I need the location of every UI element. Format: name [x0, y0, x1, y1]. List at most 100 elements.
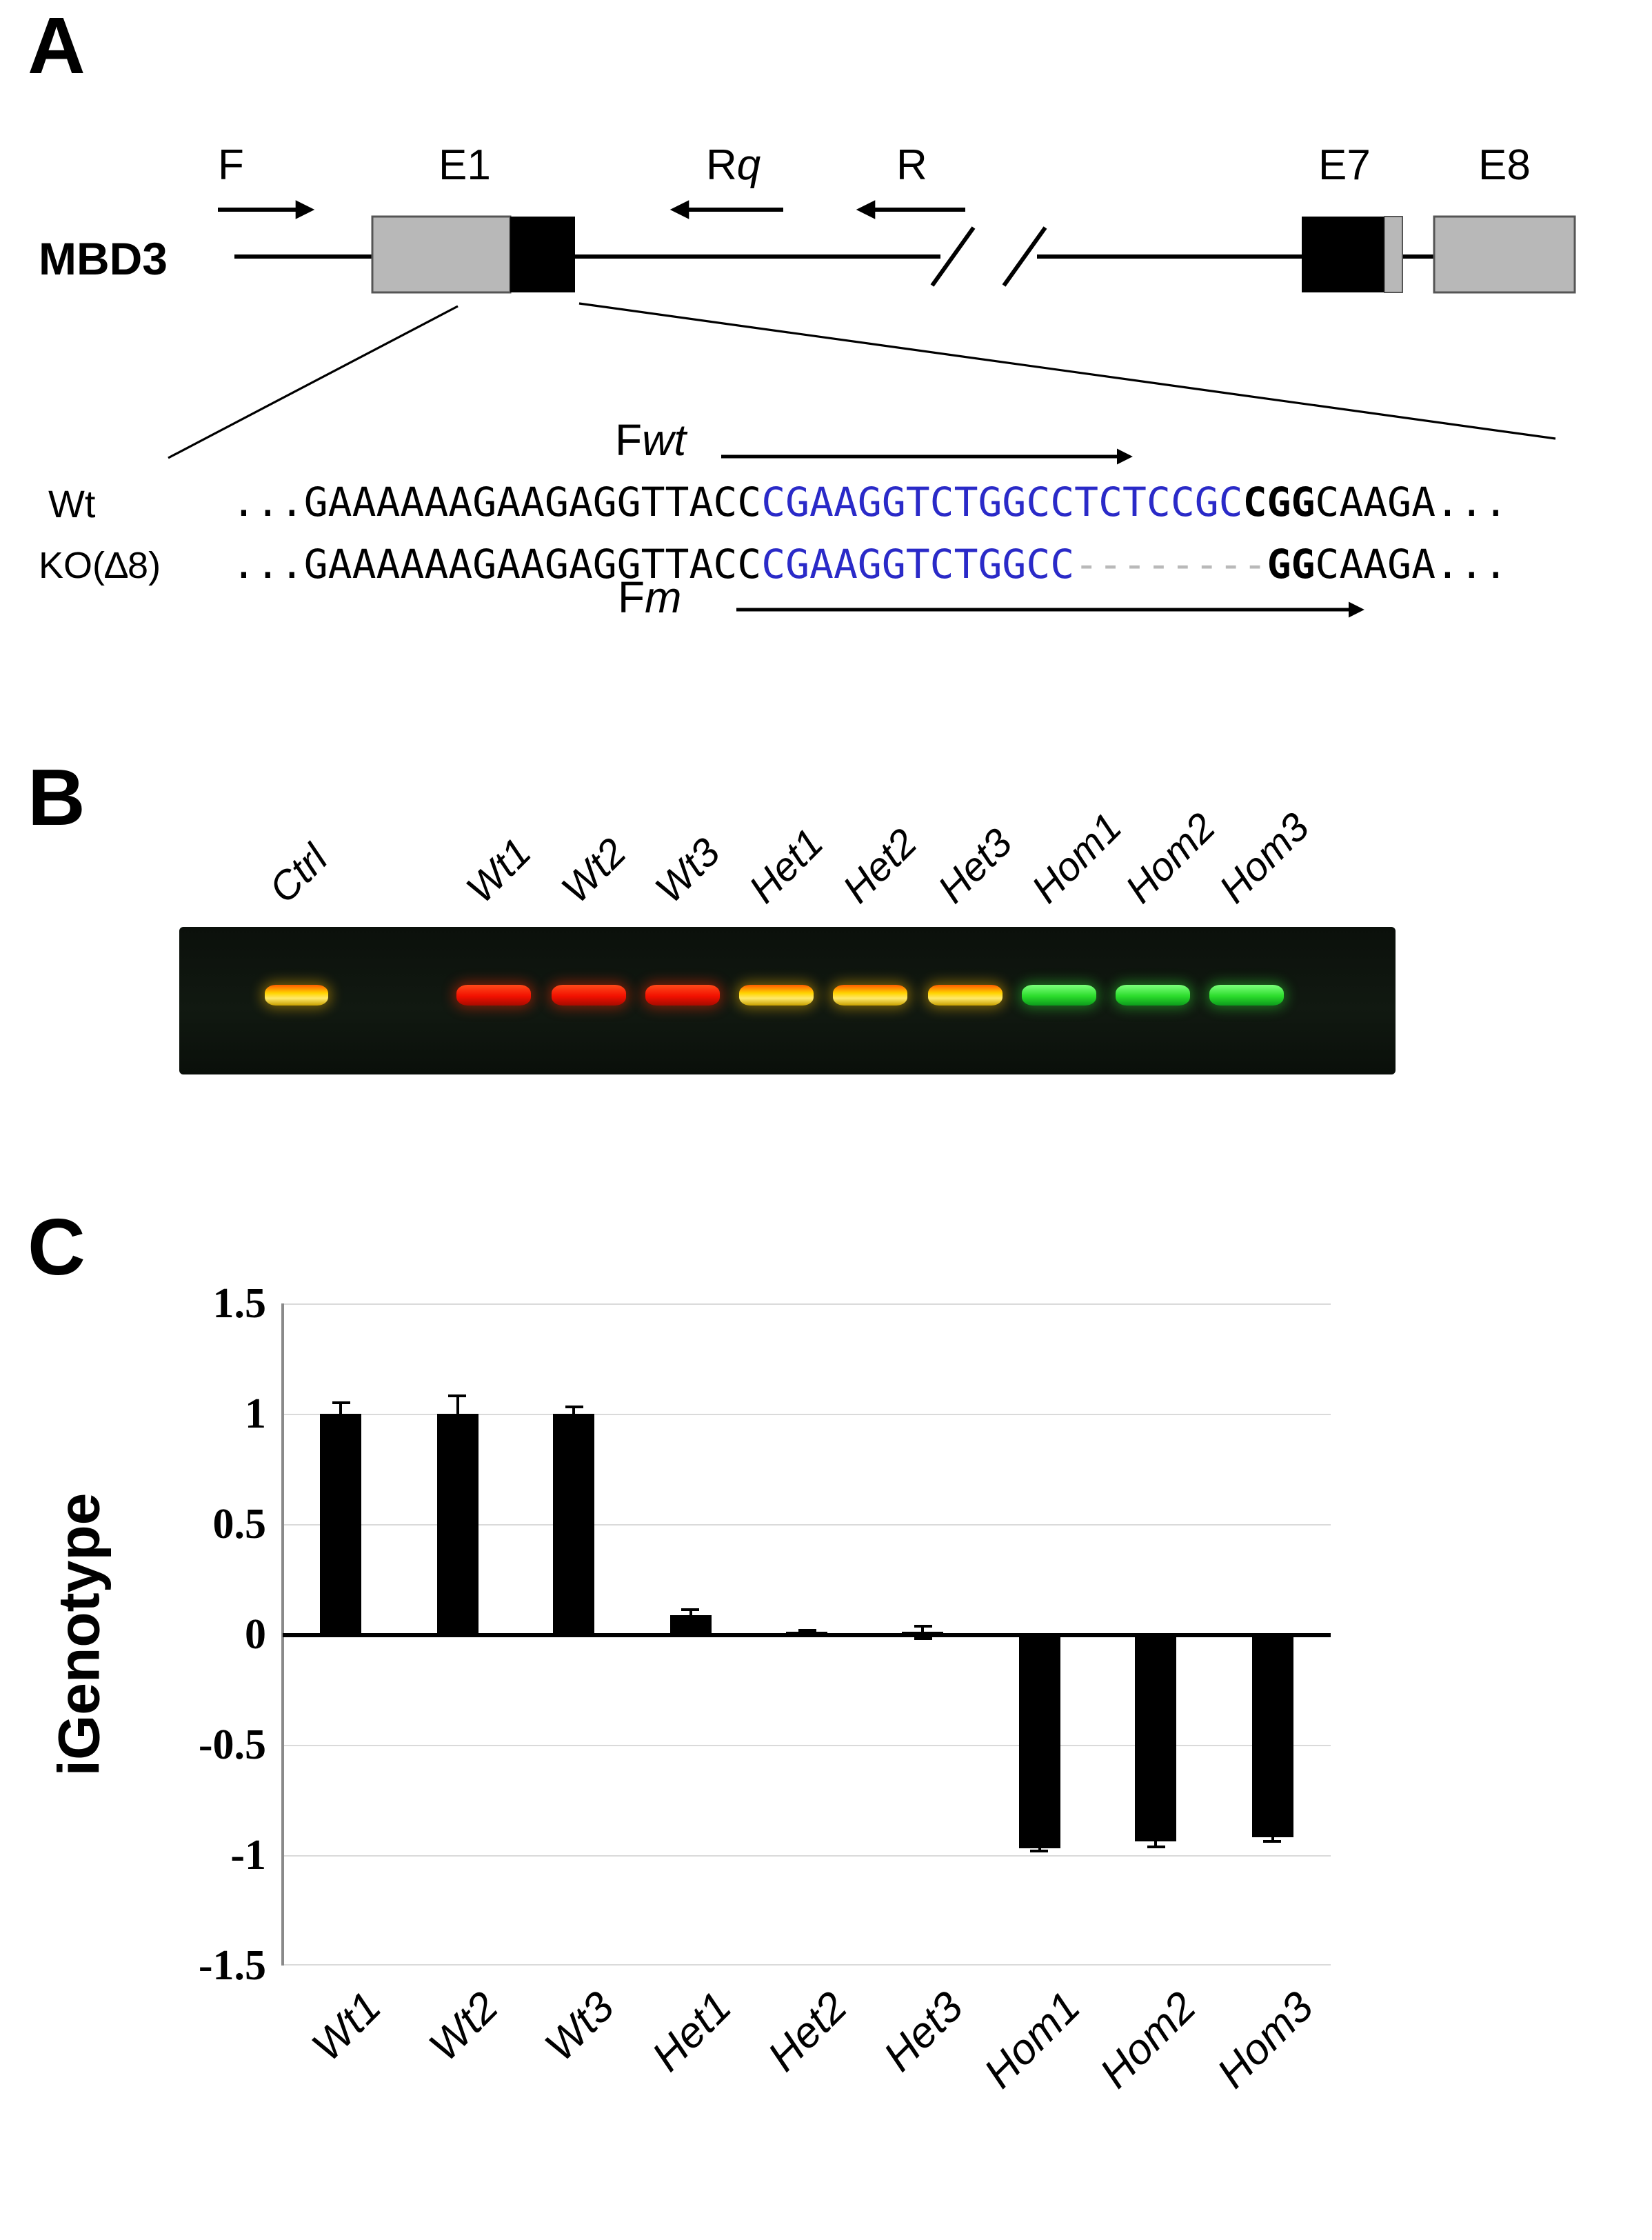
xtick-hom3: Hom3 [1207, 1982, 1323, 2098]
lane-label-het3: Het3 [930, 821, 1022, 912]
gridline [283, 1303, 1331, 1305]
lane-label-hom3: Hom3 [1211, 805, 1318, 912]
error-cap [798, 1633, 816, 1636]
gridline [283, 1964, 1331, 1966]
gel-band-wt2 [552, 985, 626, 1006]
error-cap [1263, 1832, 1282, 1834]
exon-e8-box [1433, 215, 1576, 294]
error-cap [448, 1394, 467, 1398]
primer-rq-label: Rq [706, 141, 761, 189]
wt-seq-suffix: CAAGA... [1315, 479, 1508, 526]
error-cap [332, 1423, 350, 1426]
gene-name: MBD3 [39, 233, 168, 284]
y-axis-title-text: iGenotype [47, 1492, 112, 1777]
gel-band-hom2 [1116, 985, 1190, 1006]
gridline [283, 1855, 1331, 1857]
ytick-1.5: 1.5 [212, 1279, 267, 1327]
primer-fm-main: F [618, 572, 645, 622]
xtick-het1: Het1 [642, 1982, 741, 2081]
error-bar-Wt3 [572, 1407, 576, 1421]
xtick-het3: Het3 [874, 1982, 973, 2081]
xtick-wt1: Wt1 [302, 1982, 391, 2071]
gel-band-hom3 [1209, 985, 1284, 1006]
lane-label-wt3: Wt3 [647, 830, 729, 912]
error-cap [681, 1617, 700, 1621]
gel-band-wt3 [645, 985, 720, 1006]
gridline [283, 1524, 1331, 1526]
lane-label-het1: Het1 [741, 821, 833, 912]
primer-r-label: R [896, 141, 927, 189]
ytick-0.5: 0.5 [212, 1499, 267, 1548]
y-axis-title: iGenotype [39, 1303, 121, 1966]
wt-seq-pam: CGG [1242, 479, 1316, 526]
exon-e8-label: E8 [1478, 141, 1531, 189]
primer-fm-sub: m [645, 572, 682, 622]
allele-wt-sequence: ...GAAAAAAGAAGAGGTTACCCGAAGGTCTGGCCTCTCC… [232, 479, 1508, 526]
bar-Hom1 [1018, 1634, 1060, 1849]
ko-seq-prefix: ...GAAAAAAGAAGAGGTTACC [232, 541, 762, 588]
wt-seq-prefix: ...GAAAAAAGAAGAGGTTACC [232, 479, 762, 526]
error-bar-Hom3 [1271, 1833, 1274, 1842]
plot-area [281, 1303, 1331, 1966]
zoom-line-right [578, 302, 1556, 440]
error-bar-Wt2 [456, 1396, 459, 1432]
error-cap [798, 1628, 816, 1632]
lane-label-wt1: Wt1 [459, 830, 541, 912]
ytick-0: 0 [245, 1610, 266, 1658]
xtick-wt2: Wt2 [419, 1982, 508, 2071]
ko-seq-primer-region: CGAAGGTCTGGCC [761, 541, 1075, 588]
ko-seq-pam: GG [1267, 541, 1316, 588]
break-slash-1 [930, 226, 976, 287]
error-bar-Het1 [689, 1610, 692, 1619]
primer-f-label: F [218, 141, 244, 189]
ytick--1: -1 [230, 1830, 266, 1879]
error-cap [1030, 1849, 1049, 1852]
error-cap [914, 1624, 932, 1628]
gridline [283, 1745, 1331, 1746]
panel-c-label: C [28, 1203, 87, 1292]
allele-ko-sequence: ...GAAAAAAGAAGAGGTTACCCGAAGGTCTGGCC-----… [232, 541, 1508, 588]
ko-seq-deletion-dashes: -------- [1074, 541, 1267, 588]
error-cap [565, 1419, 583, 1422]
error-cap [565, 1406, 583, 1409]
error-cap [681, 1608, 700, 1612]
primer-fm-label: Fm [618, 572, 682, 622]
primer-rq-main: R [706, 141, 737, 189]
ko-seq-suffix: CAAGA... [1315, 541, 1508, 588]
gel-band-hom1 [1022, 985, 1096, 1006]
ytick--0.5: -0.5 [198, 1720, 266, 1768]
exon-e7-label: E7 [1318, 141, 1371, 189]
bar-Wt3 [553, 1414, 595, 1634]
wt-seq-primer-region: CGAAGGTCTGGCCTCTCCGC [761, 479, 1243, 526]
lane-label-ctrl: Ctrl [261, 837, 337, 912]
lane-label-het2: Het2 [835, 821, 927, 912]
error-cap [914, 1637, 932, 1641]
gel-band-het3 [928, 985, 1003, 1006]
exon-e1-label: E1 [439, 141, 491, 189]
primer-fwt-label: Fwt [615, 415, 686, 465]
error-bar-Het2 [805, 1630, 808, 1634]
error-cap [1147, 1836, 1165, 1839]
zoom-line-left [168, 305, 459, 459]
gel-band-wt1 [456, 985, 531, 1006]
bar-Wt1 [320, 1414, 362, 1634]
error-cap [1030, 1845, 1049, 1848]
exon-e1-cds-box [510, 217, 575, 292]
break-slash-2 [1002, 226, 1047, 287]
allele-wt-name: Wt [48, 483, 96, 526]
bar-Wt2 [436, 1414, 479, 1634]
gel-band-het1 [739, 985, 814, 1006]
xtick-het2: Het2 [758, 1982, 857, 2081]
error-bar-Hom2 [1154, 1837, 1158, 1847]
allele-ko-name: KO(∆8) [39, 545, 161, 586]
gel-image [179, 927, 1396, 1074]
error-cap [1263, 1840, 1282, 1843]
panel-a-label: A [28, 1, 87, 91]
primer-fwt-main: F [615, 415, 643, 465]
gridline [283, 1414, 1331, 1415]
gel-band-ctrl [265, 985, 328, 1006]
error-bar-Het3 [921, 1626, 925, 1639]
exon-e1-utr-box [371, 215, 512, 294]
primer-rq-sub: q [736, 141, 761, 189]
